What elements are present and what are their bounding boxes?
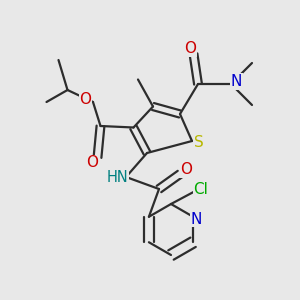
Text: N: N [231, 74, 242, 89]
Text: O: O [184, 41, 196, 56]
Text: O: O [86, 155, 98, 170]
Text: S: S [194, 135, 203, 150]
Text: N: N [190, 212, 202, 227]
Text: Cl: Cl [194, 182, 208, 197]
Text: HN: HN [106, 169, 128, 184]
Text: O: O [80, 92, 92, 106]
Text: O: O [180, 162, 192, 177]
